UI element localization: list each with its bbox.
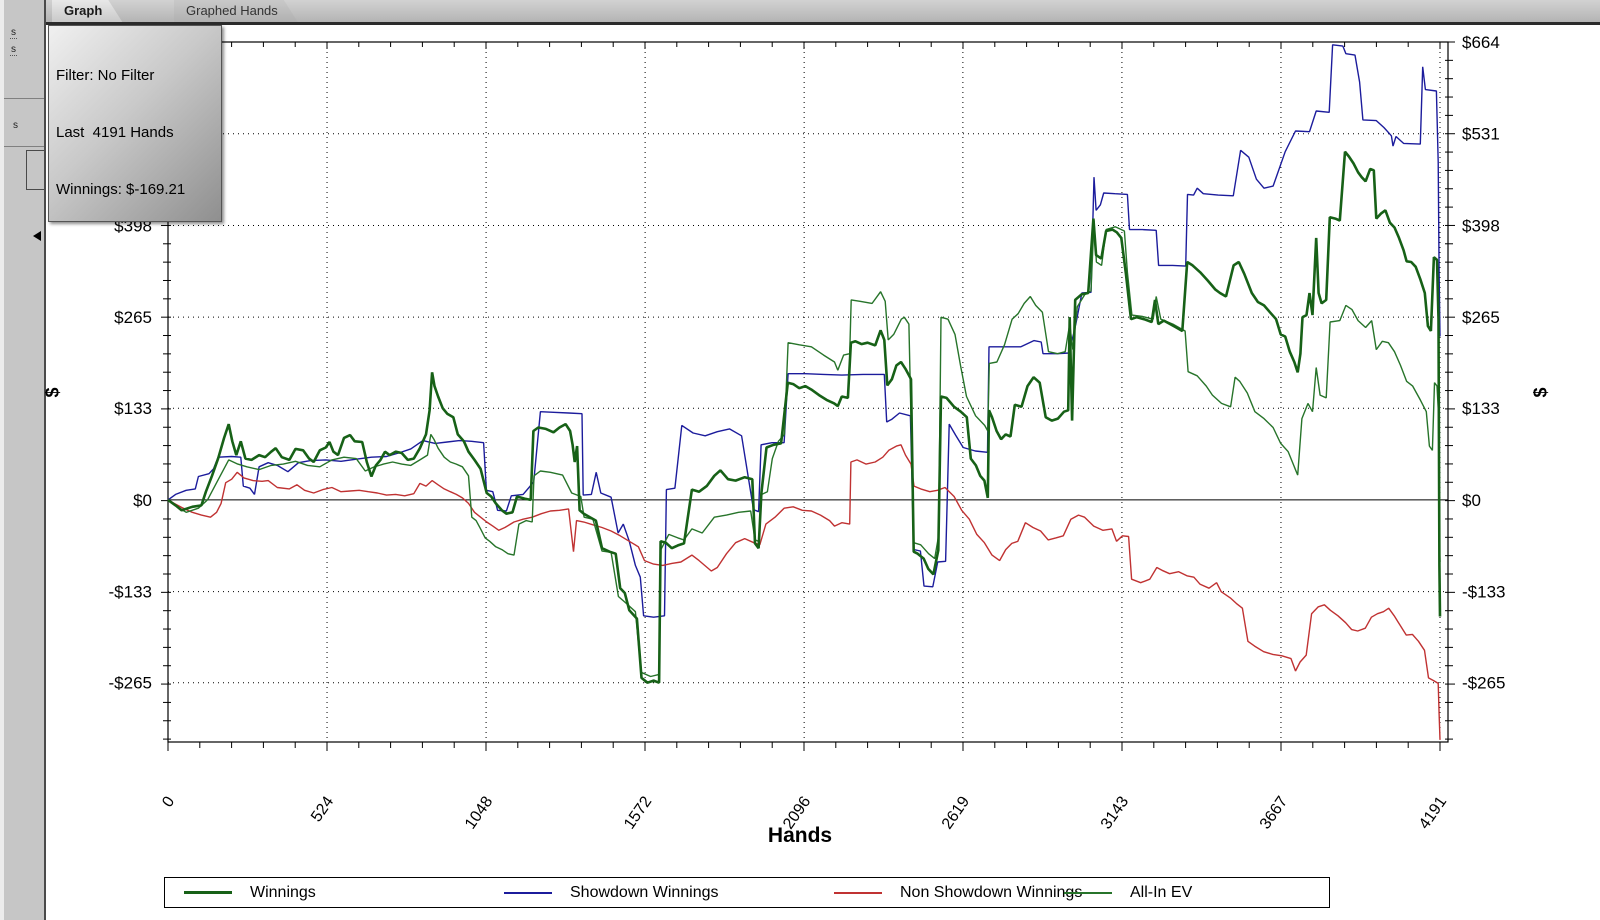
legend-line-sample bbox=[184, 891, 232, 894]
x-axis-title: Hands bbox=[767, 824, 833, 847]
sidebar-truncated-label: s bbox=[10, 44, 17, 56]
filter-line: Filter: No Filter bbox=[56, 67, 155, 84]
tab-graph-label: Graph bbox=[64, 3, 103, 18]
legend-item-label: Showdown Winnings bbox=[570, 883, 719, 901]
y-axis-title-right: $ bbox=[1530, 387, 1551, 398]
legend-item-winnings: Winnings bbox=[184, 878, 316, 907]
legend-line-sample bbox=[504, 891, 552, 894]
y-axis-title-left: $ bbox=[42, 387, 63, 398]
tab-graphed-hands[interactable]: Graphed Hands bbox=[174, 0, 298, 22]
legend-line-sample bbox=[1064, 891, 1112, 894]
legend-item-all-in-ev: All-In EV bbox=[1064, 878, 1192, 907]
sidebar-truncated-label: s bbox=[10, 27, 17, 39]
tab-bar: Graph Graphed Hands bbox=[46, 0, 1600, 25]
legend-line-sample bbox=[834, 891, 882, 894]
legend-item-label: All-In EV bbox=[1130, 883, 1193, 901]
sidebar-edge-strip bbox=[0, 0, 4, 920]
tab-graph[interactable]: Graph bbox=[52, 0, 122, 22]
tab-graphed-hands-label: Graphed Hands bbox=[186, 3, 278, 18]
sidebar-truncated-label: s bbox=[13, 120, 18, 131]
filter-info-box: Filter: No Filter Last 4191 Hands Winnin… bbox=[48, 25, 222, 222]
winnings-line: Winnings: $-169.21 bbox=[56, 181, 186, 198]
legend-item-showdown-winnings: Showdown Winnings bbox=[504, 878, 719, 907]
legend: Winnings Showdown Winnings Non Showdown … bbox=[164, 877, 1330, 908]
legend-item-non-showdown-winnings: Non Showdown Winnings bbox=[834, 878, 1082, 907]
sidebar-divider bbox=[4, 98, 44, 99]
legend-item-label: Winnings bbox=[250, 883, 316, 901]
hands-line: Last 4191 Hands bbox=[56, 124, 174, 141]
chart-panel bbox=[46, 25, 1600, 920]
sidebar-sliver: s s s bbox=[0, 0, 52, 920]
sidebar-divider bbox=[4, 146, 44, 147]
legend-item-label: Non Showdown Winnings bbox=[900, 883, 1083, 901]
collapse-left-arrow-icon[interactable] bbox=[33, 231, 41, 241]
